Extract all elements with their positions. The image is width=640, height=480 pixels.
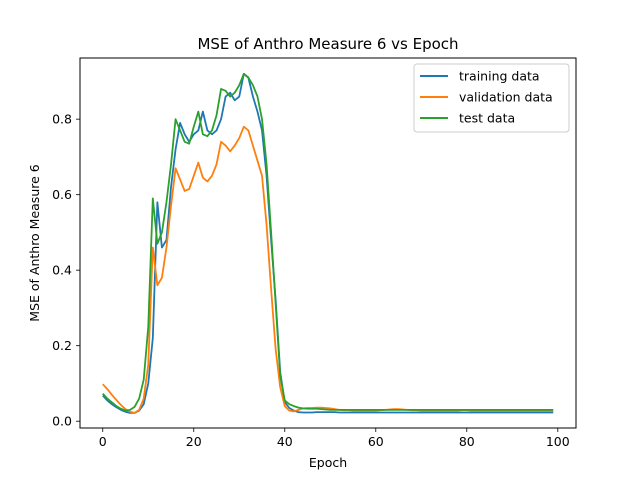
legend: training data validation data test data [413,63,570,133]
x-tick-label: 0 [99,434,107,449]
x-axis-label: Epoch [309,455,347,470]
x-tick-label: 60 [368,434,384,449]
legend-label-test: test data [459,111,515,126]
y-tick-label: 0.4 [52,263,72,278]
y-axis-label: MSE of Anthro Measure 6 [27,164,42,321]
y-tick-label: 0.2 [52,338,72,353]
legend-box [413,63,570,133]
x-tick-label: 20 [186,434,202,449]
y-tick-label: 0.0 [52,414,72,429]
plot-lines [102,72,554,414]
series-line-training-data [102,72,554,414]
plot-frame [79,57,577,429]
x-tick-label: 100 [546,434,570,449]
x-tick-label: 40 [277,434,293,449]
x-axis-ticks: 0 20 40 60 80 100 [99,428,570,449]
legend-label-training: training data [459,69,540,84]
y-axis-ticks: 0.0 0.2 0.4 0.6 0.8 [52,112,80,429]
y-tick-label: 0.8 [52,112,72,127]
chart-title: MSE of Anthro Measure 6 vs Epoch [197,35,458,53]
x-tick-label: 80 [459,434,475,449]
series-line-test-data [102,72,554,412]
y-tick-label: 0.6 [52,187,72,202]
legend-label-validation: validation data [459,90,553,105]
